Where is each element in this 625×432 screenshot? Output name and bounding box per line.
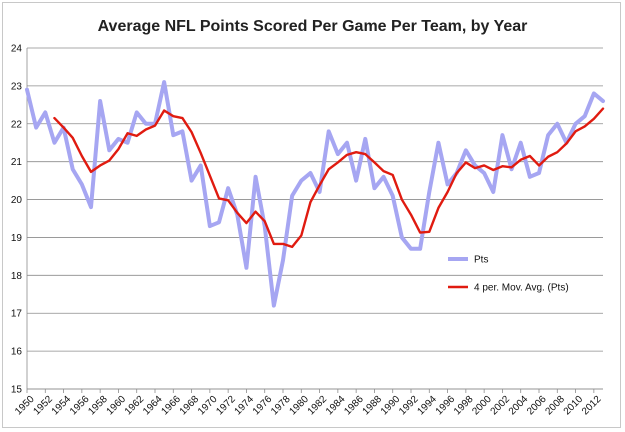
x-tick-label: 1972 xyxy=(214,394,238,418)
x-tick-label: 1970 xyxy=(196,394,220,418)
x-tick-label: 2006 xyxy=(525,394,549,418)
y-tick-label: 21 xyxy=(11,157,23,168)
x-tick-label: 2002 xyxy=(489,394,513,418)
x-tick-label: 1950 xyxy=(13,394,37,418)
y-tick-label: 20 xyxy=(11,195,23,206)
chart-frame xyxy=(2,2,621,428)
x-tick-label: 2000 xyxy=(470,394,494,418)
x-tick-label: 1956 xyxy=(68,394,92,418)
x-tick-label: 1988 xyxy=(361,394,385,418)
x-tick-label: 1998 xyxy=(452,394,476,418)
x-tick-label: 1962 xyxy=(123,394,147,418)
y-tick-label: 17 xyxy=(11,309,23,320)
x-tick-label: 2008 xyxy=(543,394,567,418)
y-tick-label: 23 xyxy=(11,81,23,92)
y-tick-label: 16 xyxy=(11,347,23,358)
x-tick-label: 1954 xyxy=(50,394,74,418)
x-tick-label: 1992 xyxy=(397,394,421,418)
x-tick-label: 1958 xyxy=(86,394,110,418)
x-tick-label: 2004 xyxy=(507,394,531,418)
x-tick-labels: 1950195219541956195819601962196419661968… xyxy=(13,394,604,418)
series-lines xyxy=(25,80,605,308)
y-tick-label: 24 xyxy=(11,44,23,55)
chart-title: Average NFL Points Scored Per Game Per T… xyxy=(97,18,528,35)
y-tick-label: 19 xyxy=(11,233,23,244)
y-tick-label: 22 xyxy=(11,119,23,130)
x-tick-label: 1974 xyxy=(233,394,257,418)
x-tick-label: 1984 xyxy=(324,394,348,418)
x-tick-label: 2012 xyxy=(580,394,604,418)
y-tick-label: 15 xyxy=(11,385,23,396)
series-points-moving-average xyxy=(54,108,604,247)
x-tick-label: 1990 xyxy=(379,394,403,418)
x-tick-label: 1960 xyxy=(105,394,129,418)
x-tick-label: 1980 xyxy=(287,394,311,418)
x-tick-label: 1966 xyxy=(159,394,183,418)
legend-label: Pts xyxy=(474,255,488,266)
x-tick-label: 1952 xyxy=(31,394,55,418)
x-tick-label: 1986 xyxy=(342,394,366,418)
x-tick-label: 1978 xyxy=(269,394,293,418)
gridlines xyxy=(27,47,603,390)
x-tick-label: 2010 xyxy=(562,394,586,418)
legend: Pts 4 per. Mov. Avg. (Pts) xyxy=(448,255,569,294)
x-tick-label: 1968 xyxy=(178,394,202,418)
legend-label: 4 per. Mov. Avg. (Pts) xyxy=(474,283,569,294)
axes xyxy=(26,48,603,393)
x-tick-label: 1964 xyxy=(141,394,165,418)
x-tick-label: 1982 xyxy=(306,394,330,418)
y-tick-labels: 15 16 17 18 19 20 21 22 23 24 xyxy=(11,44,23,396)
x-tick-label: 1996 xyxy=(434,394,458,418)
y-tick-label: 18 xyxy=(11,271,23,282)
x-tick-label: 1994 xyxy=(415,394,439,418)
x-tick-label: 1976 xyxy=(251,394,275,418)
